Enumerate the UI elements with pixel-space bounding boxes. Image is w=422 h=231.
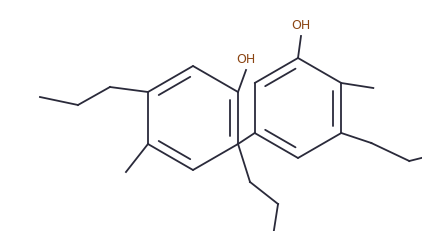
Text: OH: OH [291,19,311,32]
Text: OH: OH [236,53,256,66]
